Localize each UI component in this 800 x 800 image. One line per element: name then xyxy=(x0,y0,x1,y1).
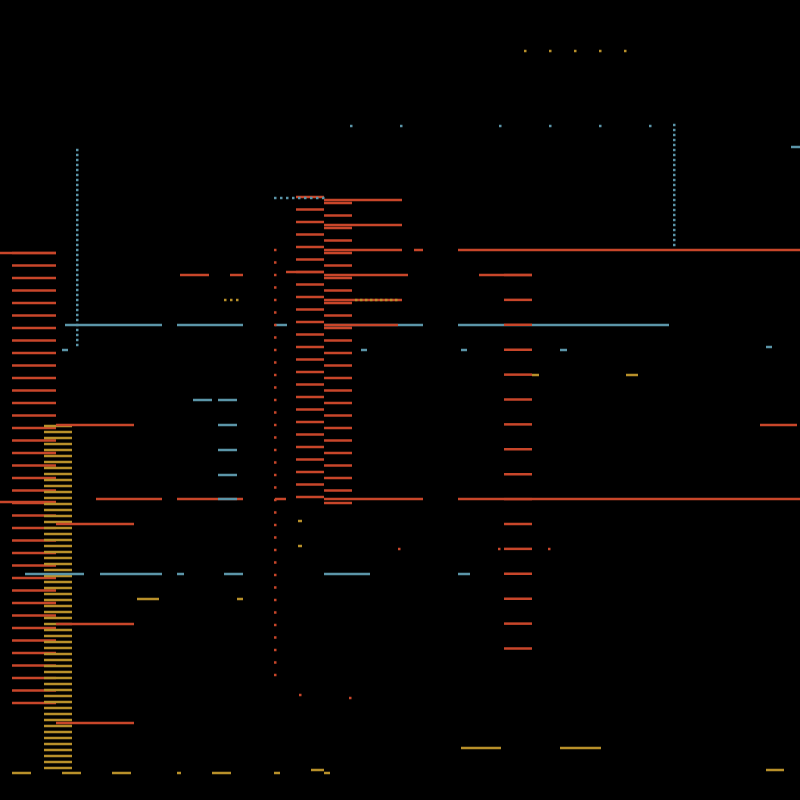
page: (() => { const data = JSON.parse(documen… xyxy=(0,0,800,800)
background xyxy=(0,0,800,800)
abstract-canvas xyxy=(0,0,800,800)
